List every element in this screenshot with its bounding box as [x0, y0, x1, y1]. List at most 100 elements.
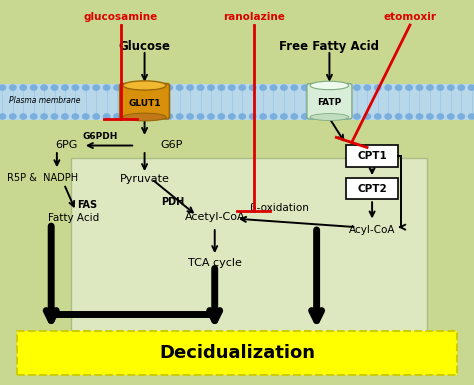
Text: FAS: FAS	[77, 200, 97, 210]
Circle shape	[51, 85, 58, 90]
Circle shape	[0, 85, 6, 90]
Circle shape	[374, 114, 381, 119]
Circle shape	[93, 114, 100, 119]
Circle shape	[218, 85, 225, 90]
Ellipse shape	[310, 114, 349, 121]
Text: G6PDH: G6PDH	[83, 132, 118, 141]
Circle shape	[0, 114, 6, 119]
Circle shape	[239, 114, 246, 119]
Circle shape	[322, 114, 329, 119]
Circle shape	[197, 85, 204, 90]
Circle shape	[72, 85, 79, 90]
Circle shape	[82, 85, 89, 90]
Circle shape	[155, 85, 162, 90]
Circle shape	[166, 85, 173, 90]
Circle shape	[124, 85, 131, 90]
Circle shape	[62, 114, 68, 119]
Bar	[0, 84, 474, 120]
Circle shape	[93, 85, 100, 90]
Circle shape	[187, 85, 193, 90]
Circle shape	[62, 85, 68, 90]
Circle shape	[447, 85, 454, 90]
Bar	[346, 178, 398, 199]
Circle shape	[364, 114, 371, 119]
Circle shape	[406, 114, 412, 119]
Circle shape	[145, 114, 152, 119]
Text: glucosamine: glucosamine	[84, 12, 158, 22]
Circle shape	[72, 114, 79, 119]
Circle shape	[20, 85, 27, 90]
Text: Free Fatty Acid: Free Fatty Acid	[280, 40, 379, 54]
Circle shape	[385, 114, 392, 119]
Circle shape	[166, 114, 173, 119]
FancyBboxPatch shape	[17, 331, 457, 375]
Text: Fatty Acid: Fatty Acid	[48, 213, 99, 223]
Circle shape	[427, 85, 433, 90]
Text: Pyruvate: Pyruvate	[119, 174, 170, 184]
Circle shape	[249, 85, 256, 90]
Circle shape	[322, 85, 329, 90]
FancyBboxPatch shape	[71, 158, 427, 335]
Text: FATP: FATP	[317, 98, 342, 107]
Text: 6PG: 6PG	[55, 140, 78, 150]
Circle shape	[9, 85, 16, 90]
Circle shape	[135, 85, 141, 90]
Circle shape	[249, 114, 256, 119]
Circle shape	[270, 85, 277, 90]
Text: G6P: G6P	[160, 140, 182, 150]
Circle shape	[343, 114, 350, 119]
Circle shape	[301, 85, 308, 90]
Circle shape	[103, 114, 110, 119]
Circle shape	[176, 85, 183, 90]
Circle shape	[135, 114, 141, 119]
Text: Glucose: Glucose	[118, 40, 171, 54]
Circle shape	[437, 114, 444, 119]
Ellipse shape	[123, 113, 166, 121]
Circle shape	[458, 114, 465, 119]
Circle shape	[468, 85, 474, 90]
Circle shape	[228, 114, 235, 119]
Text: PDH: PDH	[161, 197, 185, 207]
Circle shape	[291, 114, 298, 119]
Circle shape	[30, 85, 37, 90]
Circle shape	[312, 114, 319, 119]
Text: ranolazine: ranolazine	[223, 12, 284, 22]
Text: β-oxidation: β-oxidation	[250, 203, 309, 213]
Circle shape	[176, 114, 183, 119]
Text: Acyl-CoA: Acyl-CoA	[349, 225, 395, 235]
Circle shape	[291, 85, 298, 90]
Circle shape	[385, 85, 392, 90]
Text: Acetyl-CoA: Acetyl-CoA	[184, 212, 245, 222]
Circle shape	[20, 114, 27, 119]
Circle shape	[51, 114, 58, 119]
Circle shape	[260, 114, 266, 119]
Circle shape	[114, 114, 120, 119]
Circle shape	[416, 85, 423, 90]
Text: TCA cycle: TCA cycle	[188, 258, 242, 268]
Circle shape	[354, 85, 360, 90]
Circle shape	[406, 85, 412, 90]
Circle shape	[218, 114, 225, 119]
Circle shape	[103, 85, 110, 90]
Circle shape	[260, 85, 266, 90]
Circle shape	[30, 114, 37, 119]
Circle shape	[312, 85, 319, 90]
FancyBboxPatch shape	[119, 84, 169, 119]
Circle shape	[41, 114, 47, 119]
Circle shape	[427, 114, 433, 119]
Text: CPT2: CPT2	[357, 184, 387, 194]
Circle shape	[124, 114, 131, 119]
Circle shape	[343, 85, 350, 90]
Circle shape	[354, 114, 360, 119]
Circle shape	[9, 114, 16, 119]
Circle shape	[270, 114, 277, 119]
Circle shape	[145, 85, 152, 90]
Text: etomoxir: etomoxir	[383, 12, 437, 22]
Text: Decidualization: Decidualization	[159, 344, 315, 362]
Circle shape	[82, 114, 89, 119]
Text: CPT1: CPT1	[357, 151, 387, 161]
Circle shape	[281, 85, 287, 90]
Circle shape	[155, 114, 162, 119]
Bar	[346, 145, 398, 166]
Circle shape	[239, 85, 246, 90]
